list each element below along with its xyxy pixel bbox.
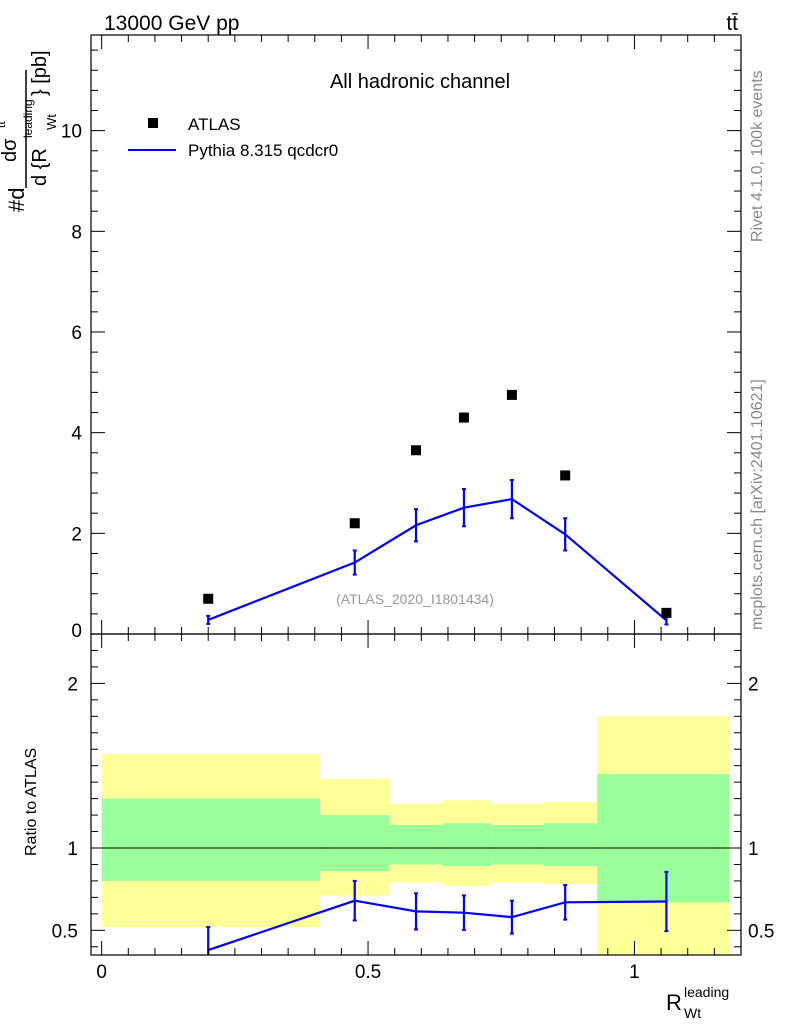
x-axis-label: R leading Wt [666,984,729,1021]
x-tick-label: 1 [629,962,640,983]
x-tick-label: 0 [96,962,107,983]
green-band-0 [101,798,321,881]
x-tick-label: 0.5 [355,962,381,983]
axes: 0 0.5 1 2 4 6 8 10 0 0.5 0.5 1 1 2 2 [52,34,774,983]
svg-text:} [pb]: } [pb] [29,50,51,96]
legend-pythia-label: Pythia 8.315 qcdcr0 [188,141,338,160]
svg-text:d {R: d {R [29,148,51,186]
y-tick-label-main: 6 [71,323,82,344]
y-tick-label-main: 10 [61,122,82,143]
legend: ATLAS Pythia 8.315 qcdcr0 [128,115,338,160]
atlas-point-1 [349,518,360,529]
atlas-point-6 [661,607,672,618]
y-tick-label-ratio-left: 0.5 [52,921,78,942]
green-band-2 [389,824,443,865]
svg-text:R: R [666,990,682,1015]
svg-text:Wt: Wt [44,114,59,130]
svg-text:tt̄: tt̄ [0,121,8,128]
ratio-y-axis-label: Ratio to ATLAS [23,748,40,856]
ratio-frame [90,633,742,956]
atlas-point-5 [560,470,571,481]
mcplots-label: mcplots.cern.ch [arXiv:2401.10621] [749,379,766,630]
y-tick-label-main: 2 [71,524,82,545]
green-band-1 [320,815,390,872]
svg-text:leading: leading [21,99,35,138]
svg-text:leading: leading [684,984,729,1000]
y-tick-label-ratio-left: 2 [67,674,78,695]
green-band-3 [442,823,491,867]
energy-label: 13000 GeV pp [104,12,239,35]
atlas-point-4 [506,389,517,400]
svg-text:dσ: dσ [0,138,21,162]
atlas-point-3 [458,412,469,423]
y-tick-label-main-zero: 0 [71,621,82,642]
y-tick-label-ratio-left: 1 [67,839,78,860]
analysis-id: (ATLAS_2020_I1801434) [336,591,494,607]
atlas-point-0 [203,593,214,604]
legend-atlas-marker [148,118,158,128]
y-tick-label-ratio-right: 2 [748,674,759,695]
y-tick-label-ratio-right: 0.5 [748,921,774,942]
atlas-point-2 [411,445,421,456]
green-band-4 [490,824,544,865]
ratio-panel [91,716,741,955]
green-band-6 [597,773,729,903]
y-tick-label-main: 8 [71,222,82,243]
main-y-axis-label: #d dσ tt̄ d {R leading Wt } [pb] [0,50,59,212]
y-tick-label-main: 4 [71,424,82,445]
chart-title: All hadronic channel [330,71,510,93]
y-tick-label-ratio-right: 1 [748,839,759,860]
main-panel [203,389,672,626]
rivet-label: Rivet 4.1.0, 100k events [749,70,766,242]
green-band-5 [543,823,598,867]
legend-atlas-label: ATLAS [188,115,241,134]
process-label: tt̄ [726,12,738,35]
svg-text:Wt: Wt [684,1005,701,1021]
svg-text:#d: #d [4,188,29,212]
